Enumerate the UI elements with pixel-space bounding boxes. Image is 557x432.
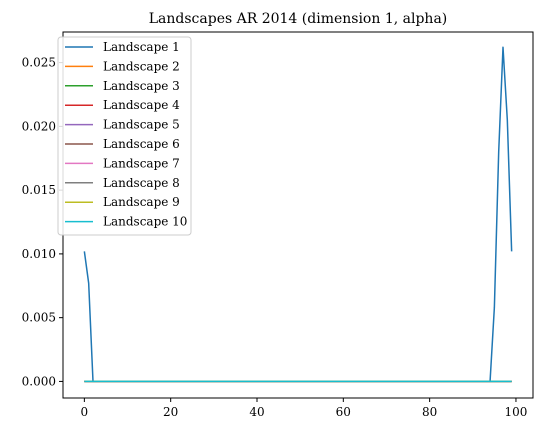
legend-label: Landscape 7 (103, 156, 180, 170)
x-tick-label: 20 (163, 405, 178, 419)
y-tick-label: 0.010 (22, 247, 56, 261)
y-tick-label: 0.005 (22, 311, 56, 325)
legend-label: Landscape 3 (103, 79, 180, 93)
y-tick-label: 0.025 (22, 56, 56, 70)
x-axis: 0 20 40 60 80 100 (81, 398, 527, 419)
legend-label: Landscape 6 (103, 137, 180, 151)
legend-label: Landscape 9 (103, 195, 180, 209)
legend-label: Landscape 8 (103, 176, 180, 190)
legend-label: Landscape 2 (103, 59, 180, 73)
x-tick-label: 100 (504, 405, 527, 419)
y-axis: 0.000 0.005 0.010 0.015 0.020 0.025 (22, 56, 63, 388)
x-tick-label: 80 (422, 405, 437, 419)
x-tick-label: 0 (81, 405, 89, 419)
y-tick-label: 0.020 (22, 119, 56, 133)
x-tick-label: 60 (336, 405, 351, 419)
chart-title: Landscapes AR 2014 (dimension 1, alpha) (149, 11, 448, 27)
series-layer (83, 46, 513, 383)
y-tick-label: 0.000 (22, 374, 56, 388)
legend-label: Landscape 4 (103, 98, 180, 112)
legend-label: Landscape 5 (103, 118, 180, 132)
legend: Landscape 1 Landscape 2 Landscape 3 Landsca… (57, 36, 192, 236)
x-tick-label: 40 (249, 405, 264, 419)
legend-label: Landscape 1 (103, 40, 180, 54)
series-line-1 (83, 46, 513, 383)
y-tick-label: 0.015 (22, 183, 56, 197)
legend-label: Landscape 10 (103, 215, 187, 229)
